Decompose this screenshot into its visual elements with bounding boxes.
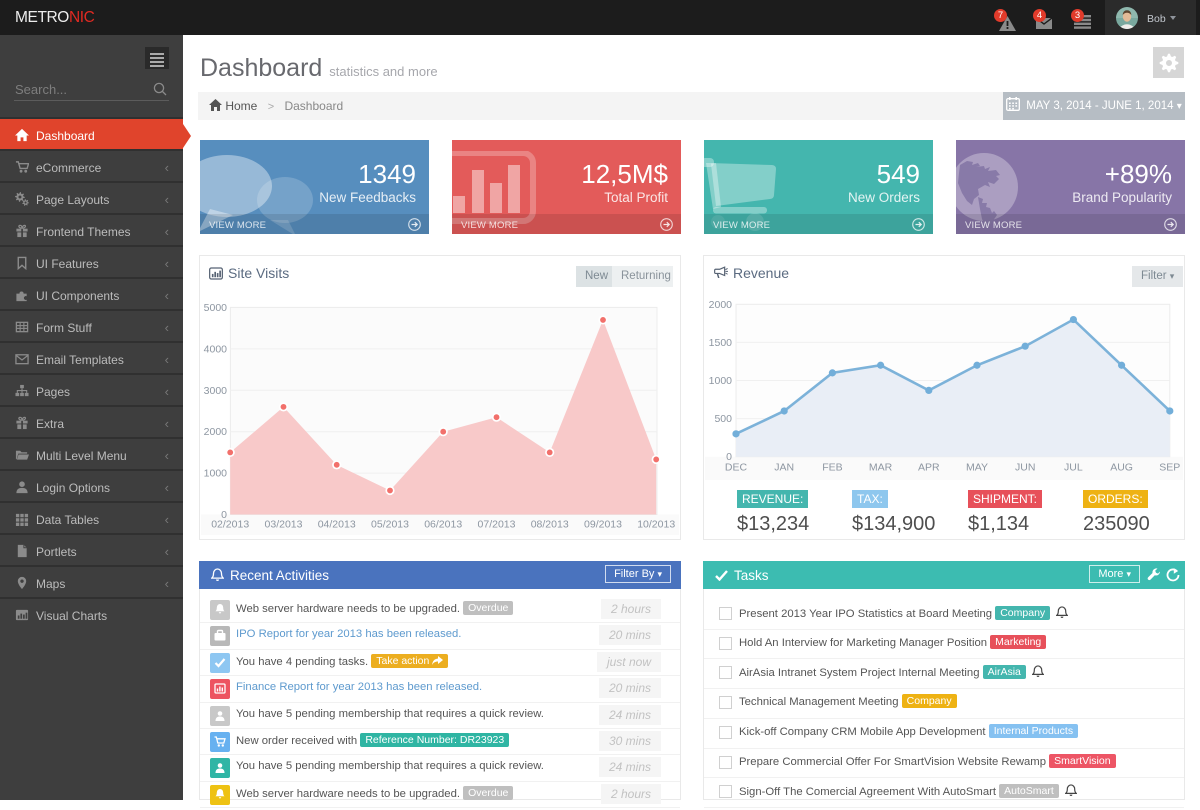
svg-text:1000: 1000 <box>204 468 228 480</box>
svg-text:0: 0 <box>221 509 227 521</box>
svg-text:06/2013: 06/2013 <box>424 519 462 531</box>
svg-text:MAR: MAR <box>869 462 893 474</box>
svg-text:JAN: JAN <box>774 462 794 474</box>
svg-text:5000: 5000 <box>204 302 228 314</box>
svg-text:08/2013: 08/2013 <box>531 519 569 531</box>
svg-text:FEB: FEB <box>822 462 842 474</box>
svg-text:1000: 1000 <box>709 375 733 387</box>
svg-text:SEP: SEP <box>1159 462 1180 474</box>
svg-text:2000: 2000 <box>709 299 733 311</box>
svg-text:1500: 1500 <box>709 337 733 349</box>
svg-text:10/2013: 10/2013 <box>637 519 675 531</box>
svg-text:09/2013: 09/2013 <box>584 519 622 531</box>
svg-text:04/2013: 04/2013 <box>318 519 356 531</box>
svg-text:APR: APR <box>918 462 940 474</box>
svg-text:2000: 2000 <box>204 426 228 438</box>
svg-text:4000: 4000 <box>204 343 228 355</box>
svg-text:07/2013: 07/2013 <box>478 519 516 531</box>
svg-text:AUG: AUG <box>1110 462 1133 474</box>
svg-text:JUL: JUL <box>1064 462 1083 474</box>
svg-text:02/2013: 02/2013 <box>211 519 249 531</box>
svg-text:03/2013: 03/2013 <box>265 519 303 531</box>
svg-text:05/2013: 05/2013 <box>371 519 409 531</box>
svg-text:500: 500 <box>714 413 732 425</box>
svg-text:JUN: JUN <box>1015 462 1035 474</box>
svg-text:0: 0 <box>726 451 732 463</box>
svg-text:MAY: MAY <box>966 462 988 474</box>
svg-text:DEC: DEC <box>725 462 748 474</box>
svg-text:3000: 3000 <box>204 385 228 397</box>
